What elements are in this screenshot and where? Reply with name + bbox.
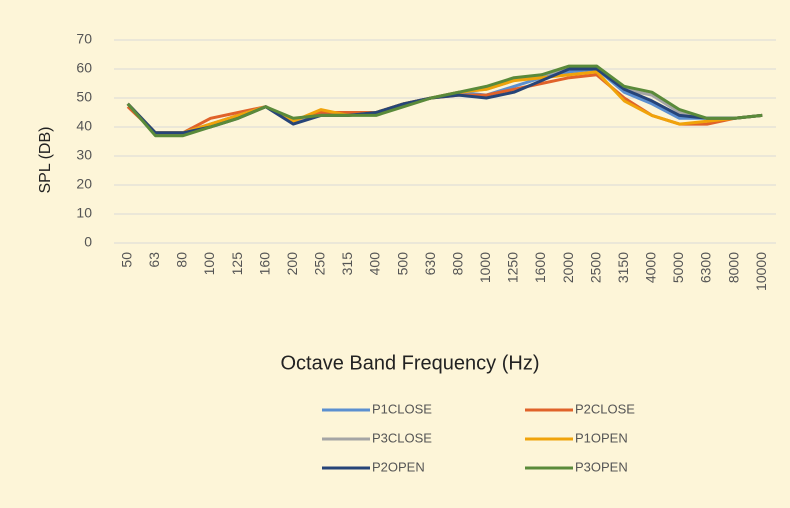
y-tick-label: 20 xyxy=(76,176,92,192)
y-tick-label: 70 xyxy=(76,31,92,47)
x-tick-label: 500 xyxy=(394,252,410,276)
legend-label: P2CLOSE xyxy=(575,401,635,416)
y-tick-label: 60 xyxy=(76,60,92,76)
y-axis-title: SPL (DB) xyxy=(37,127,54,194)
x-tick-label: 100 xyxy=(201,252,217,276)
legend-label: P3OPEN xyxy=(575,459,628,474)
x-tick-label: 1250 xyxy=(505,252,521,283)
y-tick-label: 50 xyxy=(76,89,92,105)
legend-label: P2OPEN xyxy=(372,459,425,474)
legend-label: P1CLOSE xyxy=(372,401,432,416)
x-tick-label: 200 xyxy=(284,252,300,276)
legend-label: P3CLOSE xyxy=(372,430,432,445)
x-tick-label: 630 xyxy=(422,252,438,276)
x-tick-label: 1000 xyxy=(477,252,493,283)
x-axis-title: Octave Band Frequency (Hz) xyxy=(281,352,540,374)
y-tick-label: 30 xyxy=(76,147,92,163)
legend-label: P1OPEN xyxy=(575,430,628,445)
x-tick-label: 250 xyxy=(312,252,328,276)
x-tick-label: 8000 xyxy=(725,252,741,283)
x-tick-label: 315 xyxy=(339,252,355,276)
x-tick-label: 5000 xyxy=(670,252,686,283)
y-tick-label: 40 xyxy=(76,118,92,134)
x-tick-label: 6300 xyxy=(698,252,714,283)
x-tick-label: 2000 xyxy=(560,252,576,283)
y-tick-label: 0 xyxy=(84,234,92,250)
x-tick-label: 4000 xyxy=(643,252,659,283)
series-line xyxy=(126,64,763,138)
x-tick-label: 160 xyxy=(256,252,272,276)
x-tick-label: 125 xyxy=(229,252,245,276)
x-tick-label: 80 xyxy=(174,252,190,268)
x-tick-label: 800 xyxy=(449,252,465,276)
x-tick-label: 400 xyxy=(367,252,383,276)
x-tick-label: 3150 xyxy=(615,252,631,283)
x-tick-label: 10000 xyxy=(753,252,769,291)
x-tick-label: 1600 xyxy=(532,252,548,283)
y-tick-label: 10 xyxy=(76,205,92,221)
x-tick-label: 2500 xyxy=(587,252,603,283)
x-tick-label: 50 xyxy=(118,252,134,268)
x-tick-label: 63 xyxy=(146,252,162,268)
